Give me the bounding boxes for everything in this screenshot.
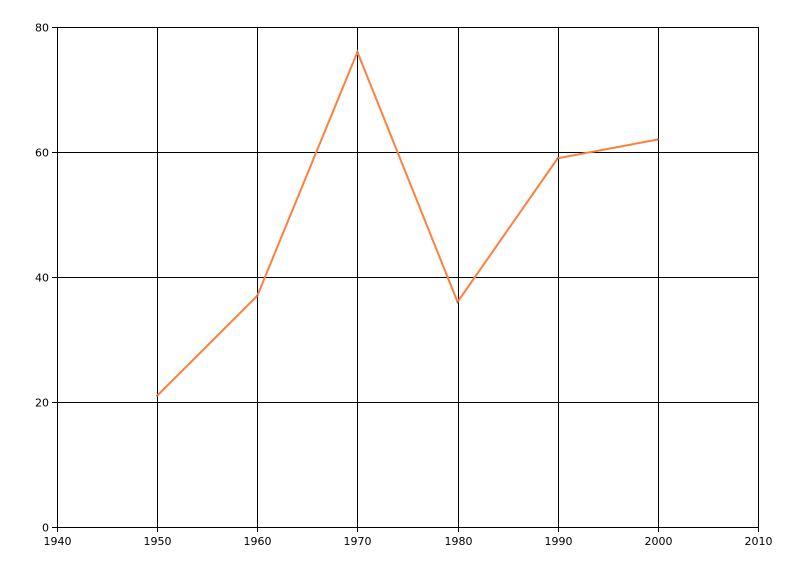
y-tick-label: 80 [35,22,49,35]
data-point [456,301,459,303]
data-point [256,294,259,297]
series-line [156,49,659,397]
ticks: 1940 1950 1960 1970 1980 1990 2000 2010 0 20 40 60 8… [35,22,773,549]
data-point [556,157,559,160]
x-tick-label: 1990 [545,535,573,548]
y-tick-label: 60 [35,147,49,160]
x-tick-label: 2000 [645,535,673,548]
grid [52,27,759,532]
data-point [656,138,659,141]
data-point [156,394,159,397]
y-tick-label: 40 [35,272,49,285]
y-tick-label: 20 [35,397,49,410]
data-point [356,51,359,53]
x-tick-label: 1940 [44,535,72,548]
series [156,49,659,397]
x-tick-label: 1980 [445,535,473,548]
y-tick-label: 0 [42,522,49,535]
x-tick-label: 1950 [144,535,172,548]
x-tick-label: 1960 [244,535,272,548]
x-tick-label: 2010 [745,535,773,548]
x-tick-label: 1970 [344,535,372,548]
